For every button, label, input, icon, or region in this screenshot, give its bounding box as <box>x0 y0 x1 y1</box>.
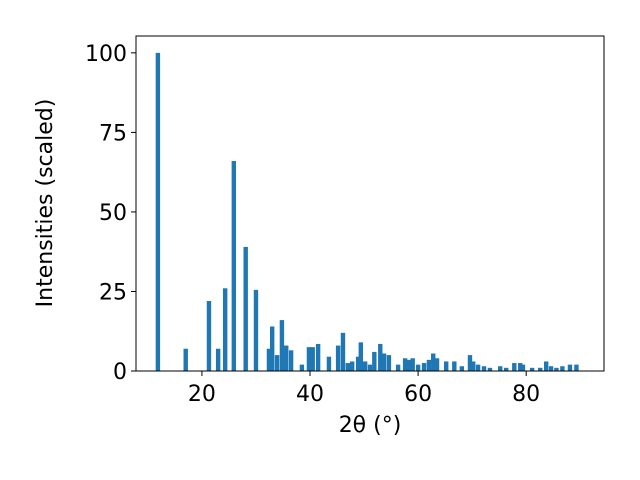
bar <box>362 361 368 371</box>
bar <box>481 366 487 371</box>
bar <box>395 364 401 371</box>
bar <box>402 358 408 371</box>
bar <box>503 367 509 371</box>
bar <box>358 342 364 371</box>
bar <box>574 364 579 371</box>
x-tick-label: 80 <box>512 382 540 407</box>
bar <box>529 367 535 371</box>
bar <box>548 366 554 371</box>
bar <box>155 52 161 371</box>
bar <box>431 353 436 371</box>
bar <box>518 363 523 371</box>
bar <box>349 361 355 371</box>
x-tick-label: 20 <box>188 382 216 407</box>
bar <box>520 364 526 371</box>
bar <box>243 246 248 371</box>
bar <box>467 355 473 371</box>
x-axis-label: 2θ (°) <box>339 413 402 438</box>
y-tick-label: 0 <box>113 360 127 385</box>
bar <box>406 359 412 371</box>
bar <box>206 301 212 371</box>
bar <box>426 359 432 371</box>
bar <box>543 361 549 371</box>
y-tick-label: 100 <box>85 42 127 67</box>
bar <box>471 361 476 371</box>
bar <box>475 364 481 371</box>
bar <box>378 343 383 371</box>
bar <box>459 366 465 371</box>
bar <box>279 320 285 371</box>
bar <box>410 358 415 371</box>
bar <box>326 356 332 371</box>
bar <box>355 356 361 371</box>
bar <box>340 332 346 371</box>
bar <box>253 289 259 371</box>
bar <box>372 351 377 371</box>
bar <box>560 366 565 371</box>
bar <box>381 353 387 371</box>
bar <box>367 364 373 371</box>
plot-frame <box>135 35 605 372</box>
bar <box>452 361 457 371</box>
bar <box>310 347 315 371</box>
bar <box>269 326 275 371</box>
bar <box>512 363 517 371</box>
y-tick-label: 50 <box>99 201 127 226</box>
x-tick-label: 60 <box>404 382 432 407</box>
bar <box>288 350 294 371</box>
bar <box>215 348 221 371</box>
bar <box>335 345 341 371</box>
y-tick-label: 75 <box>99 121 127 146</box>
x-tick-label: 40 <box>296 382 324 407</box>
y-tick-label: 25 <box>99 280 127 305</box>
bar <box>415 364 421 371</box>
bar <box>538 367 543 371</box>
bar <box>421 363 427 371</box>
bar <box>315 343 321 371</box>
y-axis-label: Intensities (scaled) <box>33 99 58 308</box>
bar <box>554 367 559 371</box>
bar <box>386 355 392 371</box>
bar <box>231 161 237 371</box>
bar <box>434 358 440 371</box>
bar <box>299 364 305 371</box>
bar <box>498 366 503 371</box>
bar <box>567 364 573 371</box>
bar <box>266 348 272 371</box>
bar <box>443 361 449 371</box>
bar <box>306 347 312 371</box>
bar <box>487 367 493 371</box>
bar <box>183 348 188 371</box>
bar <box>222 288 228 371</box>
bar <box>345 363 351 371</box>
bar <box>274 355 280 371</box>
bar <box>284 345 289 371</box>
